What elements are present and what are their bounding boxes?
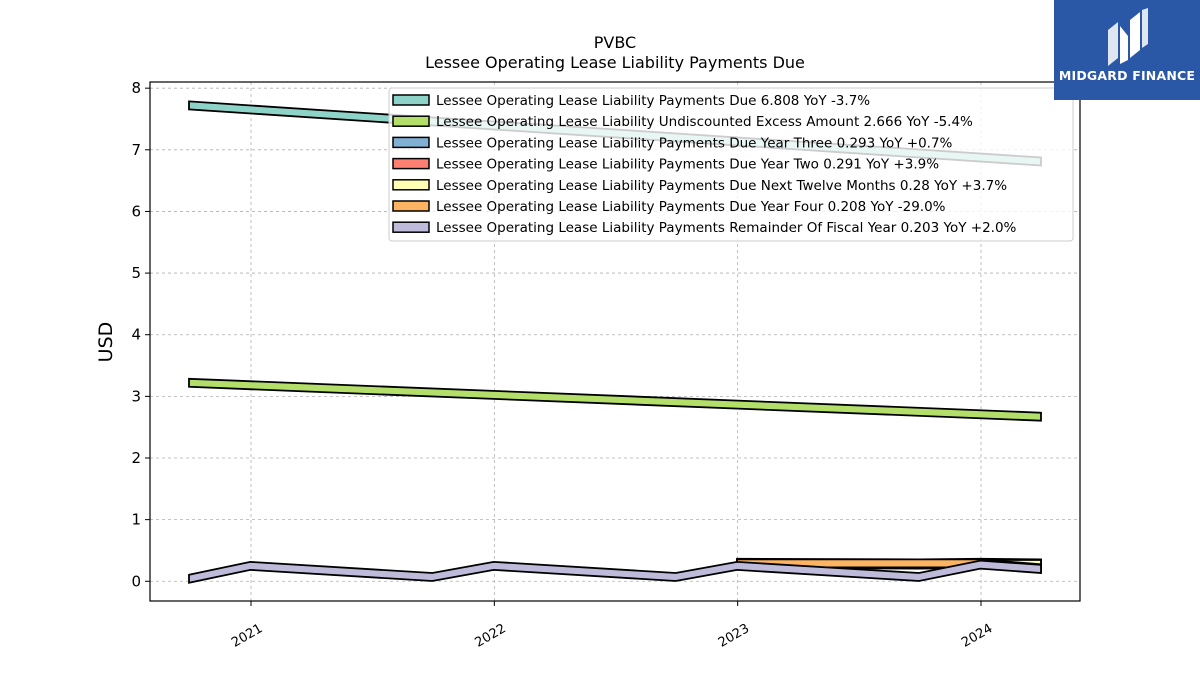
chart-subtitle: Lessee Operating Lease Liability Payment… [425, 53, 805, 72]
midgard-logo-icon [1108, 8, 1148, 66]
y-tick-label: 3 [131, 387, 141, 405]
legend-entry-label: Lessee Operating Lease Liability Payment… [436, 157, 939, 173]
legend-swatch [392, 221, 430, 233]
legend-swatch [392, 157, 430, 170]
legend-entry-label: Lessee Operating Lease Liability Payment… [436, 220, 1017, 236]
y-tick-label: 6 [131, 202, 141, 220]
y-tick-label: 8 [131, 79, 141, 97]
legend-swatch [392, 115, 430, 127]
series-band-7 [188, 559, 1042, 584]
legend-swatch [392, 136, 430, 149]
legend-entry-label: Lessee Operating Lease Liability Payment… [436, 199, 946, 215]
y-tick-label: 5 [131, 264, 141, 282]
y-tick-label: 7 [131, 141, 141, 159]
x-tick-label: 2023 [716, 621, 752, 651]
plot-frame [149, 81, 1081, 602]
y-axis-label: USD [95, 322, 117, 363]
brand-logo: MIDGARD FINANCE [1054, 0, 1200, 100]
legend-swatch [392, 200, 430, 212]
y-tick-label: 1 [131, 511, 141, 529]
x-tick-label: 2022 [473, 621, 509, 651]
legend-entry-label: Lessee Operating Lease Liability Payment… [436, 178, 1007, 194]
x-tick-label: 2021 [229, 621, 265, 651]
legend-swatch [392, 94, 430, 106]
legend-entry-label: Lessee Operating Lease Liability Payment… [436, 135, 953, 151]
y-tick-label: 4 [131, 326, 141, 344]
y-tick-label: 2 [131, 449, 141, 467]
series-band-2 [188, 377, 1042, 422]
logo-wordmark: MIDGARD FINANCE [1058, 68, 1196, 83]
chart-title: PVBC [594, 33, 636, 52]
legend-entry-label: Lessee Operating Lease Liability Payment… [436, 93, 870, 109]
legend-swatch [392, 179, 430, 191]
y-tick-label: 0 [131, 572, 141, 590]
x-tick-label: 2024 [959, 621, 995, 651]
legend: Lessee Operating Lease Liability Payment… [388, 87, 1074, 242]
legend-entry-label: Lessee Operating Lease Liability Undisco… [436, 114, 973, 130]
legend-box [388, 87, 1074, 242]
